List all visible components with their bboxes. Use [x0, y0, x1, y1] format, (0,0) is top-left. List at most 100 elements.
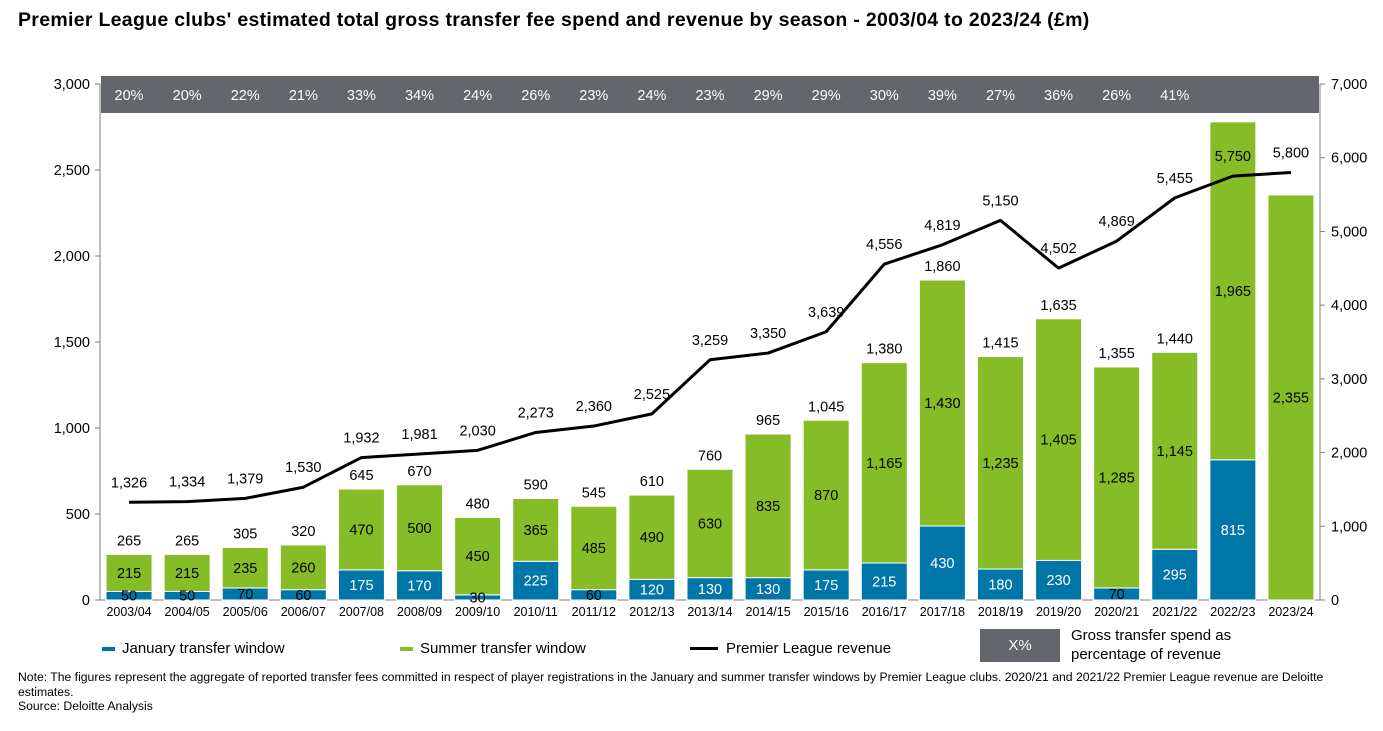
label-january: 70 [1109, 587, 1125, 603]
bar-summer [105, 553, 153, 592]
x-tick-label: 2020/21 [1094, 605, 1139, 619]
bar-january [1151, 548, 1199, 601]
label-summer: 1,165 [866, 456, 902, 472]
label-january: 180 [988, 578, 1012, 594]
bar-summer [221, 547, 269, 589]
bar-january [976, 568, 1024, 601]
label-revenue: 2,273 [518, 405, 554, 421]
label-summer: 470 [349, 522, 373, 538]
label-total: 480 [466, 496, 490, 512]
pct-label: 39% [928, 88, 957, 104]
label-january: 70 [237, 587, 253, 603]
y-right-tick-label: 3,000 [1331, 372, 1367, 388]
label-total: 305 [233, 527, 257, 543]
y-right-tick-label: 1,000 [1331, 519, 1367, 535]
label-revenue: 5,800 [1273, 145, 1309, 161]
bar-summer [628, 494, 676, 580]
bar-summer [396, 484, 444, 572]
label-revenue: 1,334 [169, 475, 205, 491]
label-revenue: 4,819 [924, 218, 960, 234]
bar-summer [279, 544, 327, 591]
bar-january [918, 525, 966, 601]
y-left-tick-label: 0 [82, 593, 90, 609]
x-tick-label: 2003/04 [106, 605, 151, 619]
label-revenue: 1,326 [111, 475, 147, 491]
label-summer: 485 [582, 541, 606, 557]
label-summer: 260 [291, 560, 315, 576]
legend-revenue-label: Premier League revenue [726, 640, 892, 657]
bar-summer [1267, 194, 1315, 601]
label-total: 1,380 [866, 342, 902, 358]
y-right-tick-label: 4,000 [1331, 298, 1367, 314]
label-summer: 835 [756, 499, 780, 515]
label-january: 30 [470, 590, 486, 606]
label-revenue: 4,869 [1099, 214, 1135, 230]
label-summer: 1,430 [924, 396, 960, 412]
pct-label: 23% [579, 88, 608, 104]
bar-january [337, 569, 385, 601]
label-january: 130 [756, 582, 780, 598]
label-summer: 500 [407, 521, 431, 537]
label-january: 225 [524, 574, 548, 590]
label-revenue: 1,379 [227, 471, 263, 487]
label-january: 60 [295, 588, 311, 604]
y-left-tick-label: 3,000 [54, 77, 90, 93]
pct-label: 26% [521, 88, 550, 104]
label-january: 815 [1221, 523, 1245, 539]
pct-label: 26% [1102, 88, 1131, 104]
pct-label: 20% [115, 88, 144, 104]
x-tick-label: 2015/16 [804, 605, 849, 619]
label-total: 1,860 [924, 259, 960, 275]
label-total: 965 [756, 413, 780, 429]
y-left-tick-label: 500 [66, 507, 90, 523]
y-right-tick-label: 5,000 [1331, 224, 1367, 240]
y-left-tick-label: 2,000 [54, 249, 90, 265]
label-total: 1,045 [808, 399, 844, 415]
label-revenue: 4,556 [866, 237, 902, 253]
label-summer: 215 [117, 566, 141, 582]
label-total: 590 [524, 478, 548, 494]
bar-summer [686, 468, 734, 579]
pct-label: 36% [1044, 88, 1073, 104]
label-january: 230 [1046, 573, 1070, 589]
pct-label: 20% [173, 88, 202, 104]
x-tick-label: 2017/18 [920, 605, 965, 619]
bar-summer [1093, 366, 1141, 589]
pct-label: 29% [812, 88, 841, 104]
bar-summer [918, 279, 966, 527]
x-tick-label: 2019/20 [1036, 605, 1081, 619]
label-total: 545 [582, 485, 606, 501]
label-summer: 630 [698, 516, 722, 532]
label-revenue: 2,030 [459, 423, 495, 439]
chart-title: Premier League clubs' estimated total gr… [18, 9, 1090, 31]
label-revenue: 4,502 [1040, 241, 1076, 257]
label-january: 50 [179, 589, 195, 605]
x-tick-label: 2010/11 [514, 605, 558, 619]
legend-revenue-swatch [690, 647, 718, 650]
bar-summer [163, 553, 211, 592]
label-total: 265 [175, 533, 199, 549]
label-summer: 1,145 [1157, 444, 1193, 460]
x-tick-label: 2018/19 [978, 605, 1023, 619]
bar-summer [454, 516, 502, 596]
x-tick-label: 2021/22 [1152, 605, 1197, 619]
x-tick-label: 2014/15 [746, 605, 791, 619]
pct-label: 41% [1160, 88, 1189, 104]
label-summer: 365 [524, 523, 548, 539]
label-total: 1,415 [982, 336, 1018, 352]
label-summer: 215 [175, 566, 199, 582]
bar-summer [1035, 318, 1083, 561]
y-right-tick-label: 6,000 [1331, 151, 1367, 167]
label-total: 1,635 [1040, 298, 1076, 314]
x-tick-label: 2012/13 [629, 605, 674, 619]
label-january: 170 [407, 578, 431, 594]
label-summer: 1,965 [1215, 284, 1251, 300]
bar-summer [976, 356, 1024, 570]
footnote-text: Note: The figures represent the aggregat… [18, 670, 1324, 699]
x-tick-label: 2011/12 [572, 605, 616, 619]
label-revenue: 5,750 [1215, 149, 1251, 165]
bar-january [1035, 559, 1083, 601]
label-revenue: 2,360 [576, 399, 612, 415]
footnote-source: Source: Deloitte Analysis [18, 699, 153, 714]
